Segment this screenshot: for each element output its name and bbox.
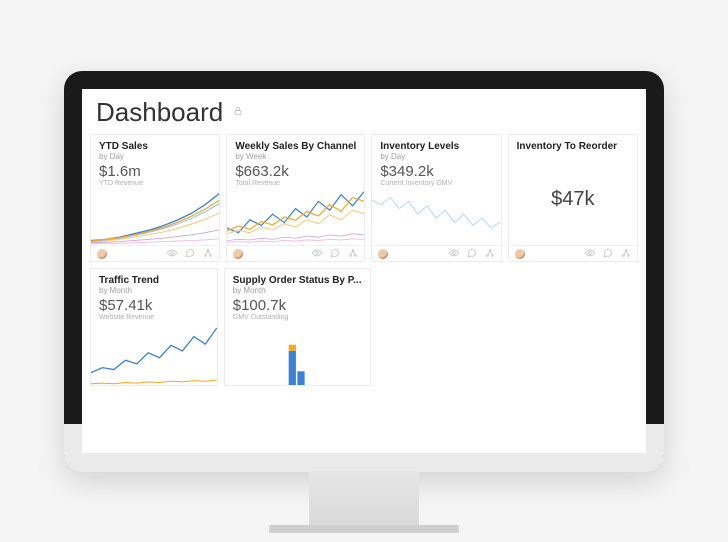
card-metric: $100.7k <box>233 297 362 314</box>
avatar <box>378 249 388 259</box>
card-grid-row1: YTD Sales by Day $1.6m YTD Revenue <box>82 134 646 262</box>
card-metric-label: GMV Outstanding <box>233 314 362 321</box>
card-subtitle: by Day <box>99 152 211 161</box>
card-subtitle: by Day <box>380 152 492 161</box>
card-metric: $663.2k <box>235 163 356 180</box>
card-title: YTD Sales <box>99 141 211 152</box>
card-supply-order[interactable]: Supply Order Status By P... by Month $10… <box>224 268 371 386</box>
card-ytd-sales[interactable]: YTD Sales by Day $1.6m YTD Revenue <box>90 134 220 262</box>
card-title: Traffic Trend <box>99 275 209 286</box>
card-metric: $1.6m <box>99 163 211 180</box>
monitor-stand <box>309 471 419 527</box>
card-metric-label: Website Revenue <box>99 314 209 321</box>
card-metric-label: Total Revenue <box>235 180 356 187</box>
card-inventory-reorder[interactable]: Inventory To Reorder $47k <box>508 134 638 262</box>
monitor-frame: Dashboard YTD Sales by Day $1.6m YTD Rev… <box>64 71 664 471</box>
comment-icon[interactable] <box>330 248 340 260</box>
avatar <box>97 249 107 259</box>
comment-icon[interactable] <box>467 248 477 260</box>
reorder-value: $47k <box>509 154 637 245</box>
share-icon[interactable] <box>621 248 631 260</box>
inventory-chart <box>372 189 500 245</box>
screen: Dashboard YTD Sales by Day $1.6m YTD Rev… <box>82 89 646 453</box>
card-traffic-trend[interactable]: Traffic Trend by Month $57.41k Website R… <box>90 268 218 386</box>
dashboard-header: Dashboard <box>82 89 646 134</box>
avatar <box>233 249 243 259</box>
share-icon[interactable] <box>485 248 495 260</box>
ytd-chart <box>91 189 219 245</box>
supply-chart <box>225 323 370 385</box>
card-header: Weekly Sales By Channel by Week $663.2k … <box>227 135 364 189</box>
lock-icon <box>233 106 243 119</box>
card-title: Inventory To Reorder <box>517 141 629 152</box>
eye-icon[interactable] <box>312 248 322 260</box>
weekly-chart <box>227 189 364 245</box>
card-header: Traffic Trend by Month $57.41k Website R… <box>91 269 217 323</box>
eye-icon[interactable] <box>585 248 595 260</box>
card-inventory-levels[interactable]: Inventory Levels by Day $349.2k Current … <box>371 134 501 262</box>
card-metric-label: Current Inventory GMV <box>380 180 492 187</box>
card-subtitle: by Week <box>235 152 356 161</box>
comment-icon[interactable] <box>603 248 613 260</box>
share-icon[interactable] <box>348 248 358 260</box>
card-footer <box>509 245 637 261</box>
avatar <box>515 249 525 259</box>
comment-icon[interactable] <box>185 248 195 260</box>
card-header: Inventory Levels by Day $349.2k Current … <box>372 135 500 189</box>
card-grid-row2: Traffic Trend by Month $57.41k Website R… <box>82 268 646 386</box>
card-weekly-sales[interactable]: Weekly Sales By Channel by Week $663.2k … <box>226 134 365 262</box>
card-header: YTD Sales by Day $1.6m YTD Revenue <box>91 135 219 189</box>
card-title: Supply Order Status By P... <box>233 275 362 286</box>
card-metric-label: YTD Revenue <box>99 180 211 187</box>
traffic-chart <box>91 323 217 385</box>
card-footer <box>91 245 219 261</box>
card-header: Supply Order Status By P... by Month $10… <box>225 269 370 323</box>
card-metric: $349.2k <box>380 163 492 180</box>
eye-icon[interactable] <box>167 248 177 260</box>
card-title: Weekly Sales By Channel <box>235 141 356 152</box>
eye-icon[interactable] <box>449 248 459 260</box>
card-metric: $57.41k <box>99 297 209 314</box>
share-icon[interactable] <box>203 248 213 260</box>
card-title: Inventory Levels <box>380 141 492 152</box>
card-footer <box>227 245 364 261</box>
monitor-base <box>269 525 459 533</box>
card-header: Inventory To Reorder <box>509 135 637 154</box>
card-footer <box>372 245 500 261</box>
card-subtitle: by Month <box>99 286 209 295</box>
card-subtitle: by Month <box>233 286 362 295</box>
page-title: Dashboard <box>96 97 223 128</box>
